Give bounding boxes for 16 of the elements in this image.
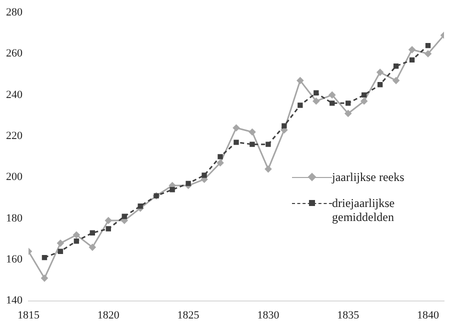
y-tick-label: 240 bbox=[6, 88, 23, 101]
y-tick-label: 140 bbox=[6, 294, 23, 307]
y-tick-label: 220 bbox=[6, 130, 23, 142]
x-tick-label: 1825 bbox=[177, 309, 200, 322]
y-tick-label: 160 bbox=[6, 254, 23, 266]
y-tick-label: 280 bbox=[6, 6, 23, 18]
x-tick-label: 1830 bbox=[257, 309, 280, 322]
legend-label: driejaarlijkse gemiddelden bbox=[332, 196, 396, 224]
x-tick-label: 1840 bbox=[417, 309, 440, 322]
y-tick-label: 200 bbox=[6, 171, 23, 184]
y-tick-label: 180 bbox=[6, 212, 23, 224]
x-tick-label: 1815 bbox=[18, 309, 40, 322]
x-tick-label: 1835 bbox=[337, 309, 360, 322]
y-tick-label: 260 bbox=[6, 48, 23, 60]
x-tick-label: 1820 bbox=[97, 309, 120, 322]
legend-label: jaarlijkse reeks bbox=[332, 170, 406, 184]
